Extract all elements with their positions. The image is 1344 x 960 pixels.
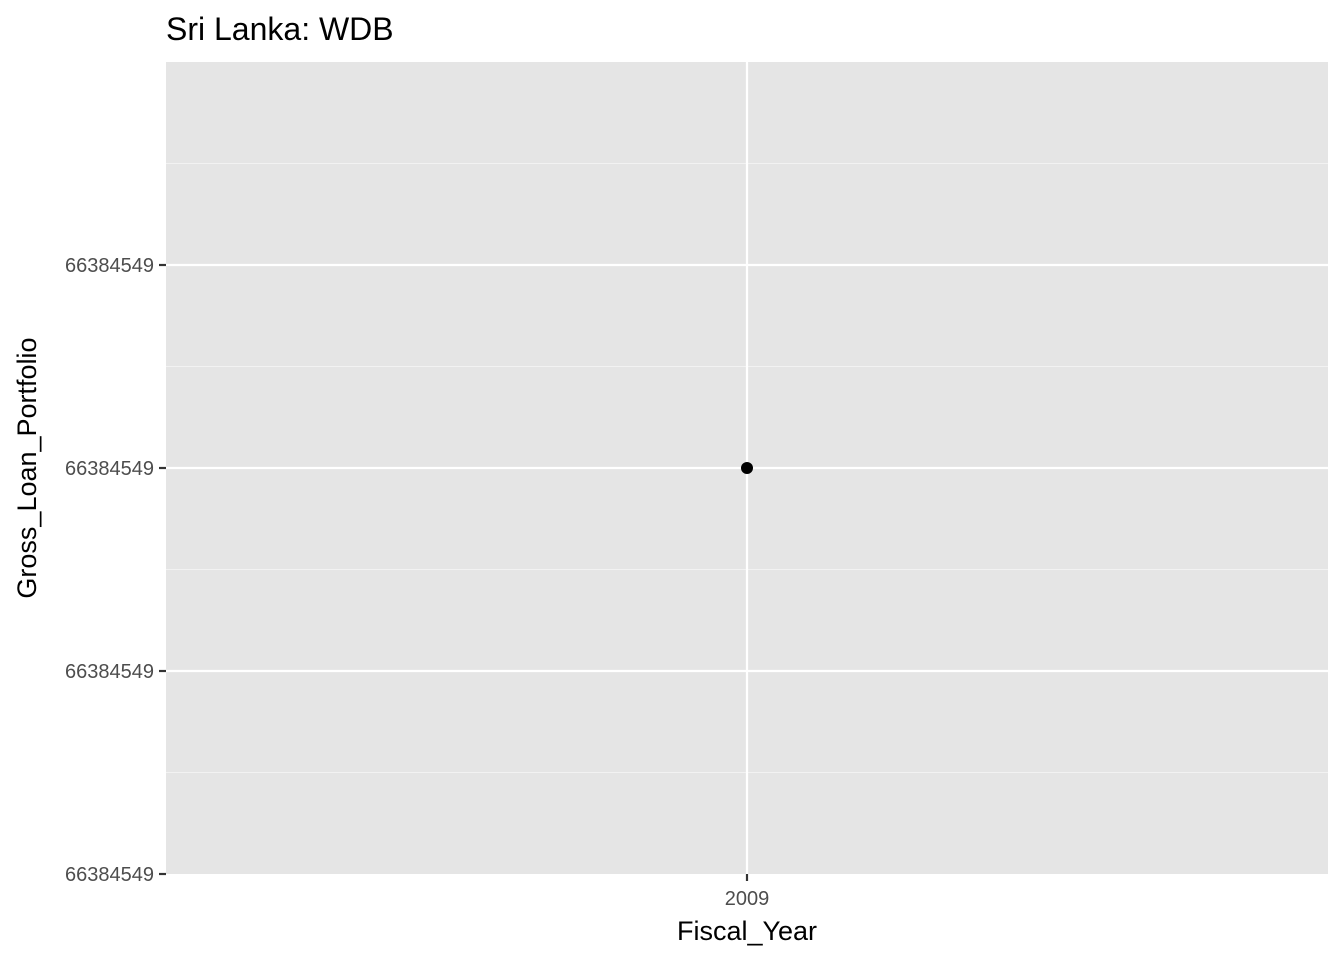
data-point <box>741 462 753 474</box>
x-axis-title: Fiscal_Year <box>677 916 817 946</box>
data-points <box>741 462 753 474</box>
plot-panel <box>166 62 1328 874</box>
y-tick-label: 66384549 <box>65 864 154 886</box>
x-tick-label: 2009 <box>725 888 770 910</box>
y-axis-title: Gross_Loan_Portfolio <box>12 337 42 598</box>
y-tick-label: 66384549 <box>65 661 154 683</box>
y-axis: 66384549 66384549 66384549 66384549 <box>65 255 166 886</box>
y-tick-label: 66384549 <box>65 458 154 480</box>
chart-title: Sri Lanka: WDB <box>166 11 394 47</box>
y-tick-label: 66384549 <box>65 255 154 277</box>
x-axis: 2009 <box>725 874 770 910</box>
